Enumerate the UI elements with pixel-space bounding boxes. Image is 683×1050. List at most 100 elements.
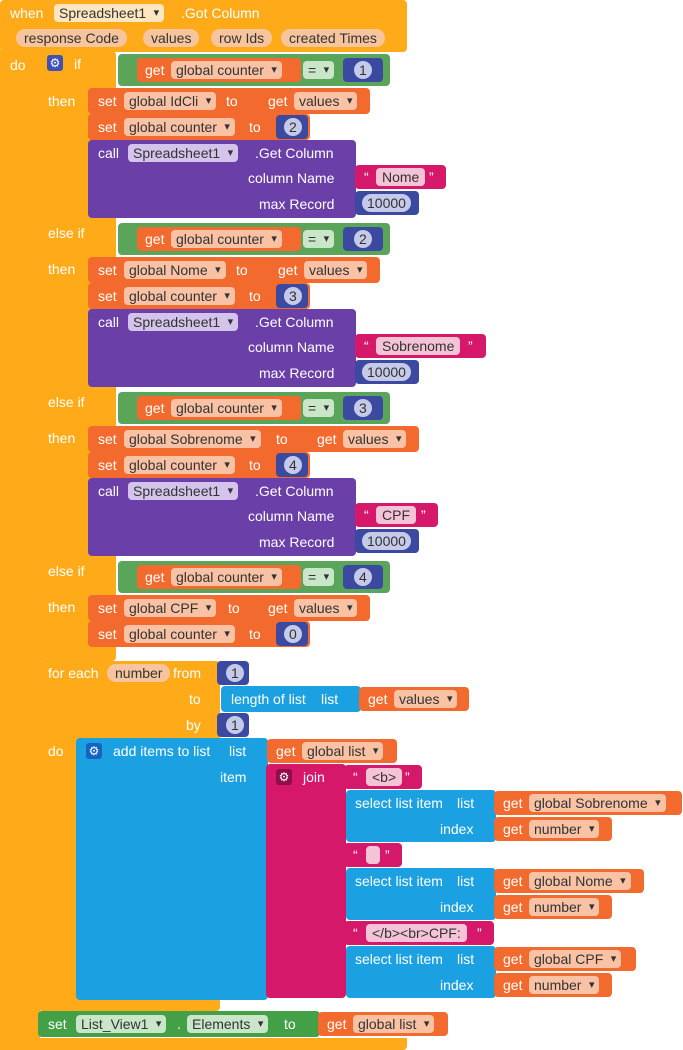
- length-of-list-block[interactable]: [221, 686, 361, 712]
- call-label: call: [98, 145, 120, 161]
- var-dropdown[interactable]: number: [529, 976, 600, 994]
- number-value[interactable]: 3: [354, 399, 372, 417]
- var-dropdown[interactable]: global list: [353, 1015, 435, 1033]
- number-value[interactable]: 3: [284, 287, 302, 305]
- mutator-gear-icon[interactable]: ⚙: [276, 769, 292, 785]
- var-dropdown[interactable]: number: [529, 898, 600, 916]
- var-dropdown[interactable]: global counter: [124, 287, 235, 305]
- get-label: get: [278, 262, 298, 278]
- number-value[interactable]: 10000: [362, 194, 411, 212]
- get-label: get: [145, 400, 165, 416]
- var-dropdown[interactable]: global counter: [171, 61, 282, 79]
- var-dropdown[interactable]: values: [394, 690, 458, 708]
- string-value[interactable]: </b><br>CPF:: [366, 924, 467, 942]
- loop-var-name[interactable]: number: [107, 664, 171, 682]
- var-dropdown[interactable]: global CPF: [529, 950, 622, 968]
- number-value[interactable]: 1: [354, 61, 372, 79]
- quote-open: “: [353, 769, 358, 785]
- var-dropdown[interactable]: global list: [302, 742, 384, 760]
- get-label: get: [145, 62, 165, 78]
- to-label: to: [249, 457, 261, 473]
- number-value[interactable]: 4: [354, 568, 372, 586]
- arg-column-name-label: column Name: [248, 508, 335, 524]
- if-block-rail: [38, 51, 50, 661]
- select-list-item-label: select list item: [355, 873, 443, 889]
- select-list-item-block[interactable]: [346, 946, 496, 998]
- var-dropdown[interactable]: values: [294, 599, 358, 617]
- number-value[interactable]: 10000: [362, 532, 411, 550]
- dot-label: .: [177, 1016, 181, 1032]
- var-dropdown[interactable]: global CPF: [124, 599, 217, 617]
- to-label: to: [228, 600, 240, 616]
- string-value[interactable]: Nome: [376, 168, 426, 186]
- get-label: get: [368, 691, 388, 707]
- param-response-code[interactable]: response Code: [16, 29, 127, 47]
- number-value[interactable]: 2: [354, 230, 372, 248]
- method-name: .Get Column: [255, 145, 334, 161]
- var-dropdown[interactable]: values: [294, 92, 358, 110]
- add-items-block[interactable]: [76, 738, 268, 1000]
- string-value[interactable]: [366, 846, 380, 864]
- quote-open: “: [353, 847, 358, 863]
- list-label: list: [457, 795, 475, 811]
- operator-dropdown[interactable]: =: [303, 568, 335, 586]
- var-dropdown[interactable]: values: [304, 261, 368, 279]
- else-if-label-1: else if: [48, 225, 85, 241]
- select-list-item-block[interactable]: [346, 790, 496, 842]
- get-label: get: [145, 569, 165, 585]
- quote-open: “: [364, 507, 369, 523]
- select-list-item-block[interactable]: [346, 868, 496, 920]
- var-dropdown[interactable]: global counter: [124, 625, 235, 643]
- component-dropdown[interactable]: Spreadsheet1: [128, 313, 239, 331]
- operator-dropdown[interactable]: =: [303, 399, 335, 417]
- method-name: .Get Column: [255, 314, 334, 330]
- var-dropdown[interactable]: global counter: [124, 456, 235, 474]
- param-row-ids[interactable]: row Ids: [211, 29, 273, 47]
- var-dropdown[interactable]: values: [343, 430, 407, 448]
- component-dropdown[interactable]: Spreadsheet1: [128, 144, 239, 162]
- param-created-times[interactable]: created Times: [281, 29, 385, 47]
- var-dropdown[interactable]: global counter: [124, 118, 235, 136]
- number-value[interactable]: 2: [284, 118, 302, 136]
- string-value[interactable]: CPF: [376, 506, 416, 524]
- event-name: .Got Column: [181, 5, 260, 21]
- operator-dropdown[interactable]: =: [303, 230, 335, 248]
- operator-dropdown[interactable]: =: [303, 61, 335, 79]
- index-label: index: [440, 977, 474, 993]
- arg-column-name-label: column Name: [248, 339, 335, 355]
- number-value[interactable]: 1: [226, 664, 244, 682]
- string-value[interactable]: <b>: [366, 768, 403, 786]
- join-block[interactable]: [266, 764, 346, 998]
- param-values[interactable]: values: [143, 29, 200, 47]
- mutator-gear-icon[interactable]: ⚙: [86, 743, 102, 759]
- get-label: get: [503, 821, 523, 837]
- component-dropdown[interactable]: List_View1: [76, 1015, 167, 1033]
- index-label: index: [440, 899, 474, 915]
- var-dropdown[interactable]: global counter: [171, 399, 282, 417]
- set-label: set: [98, 119, 117, 135]
- number-value[interactable]: 10000: [362, 363, 411, 381]
- to-label: to: [226, 93, 238, 109]
- get-label: get: [503, 977, 523, 993]
- var-dropdown[interactable]: global counter: [171, 568, 282, 586]
- var-dropdown[interactable]: global Nome: [529, 872, 631, 890]
- var-dropdown[interactable]: global counter: [171, 230, 282, 248]
- property-dropdown[interactable]: Elements: [187, 1015, 269, 1033]
- var-dropdown[interactable]: global Sobrenome: [124, 430, 261, 448]
- to-label: to: [189, 691, 201, 707]
- mutator-gear-icon[interactable]: ⚙: [47, 55, 63, 71]
- component-dropdown[interactable]: Spreadsheet1: [128, 482, 239, 500]
- string-value[interactable]: Sobrenome: [376, 337, 461, 355]
- call-label: call: [98, 483, 120, 499]
- then-label-3: then: [48, 430, 76, 446]
- var-dropdown[interactable]: global IdCli: [124, 92, 217, 110]
- var-dropdown[interactable]: number: [529, 820, 600, 838]
- number-value[interactable]: 0: [284, 625, 302, 643]
- var-dropdown[interactable]: global Nome: [124, 261, 226, 279]
- get-label: get: [268, 600, 288, 616]
- number-value[interactable]: 4: [284, 456, 302, 474]
- number-value[interactable]: 1: [226, 716, 244, 734]
- quote-close: ”: [477, 925, 482, 941]
- var-dropdown[interactable]: global Sobrenome: [529, 794, 666, 812]
- component-dropdown[interactable]: Spreadsheet1: [54, 4, 165, 22]
